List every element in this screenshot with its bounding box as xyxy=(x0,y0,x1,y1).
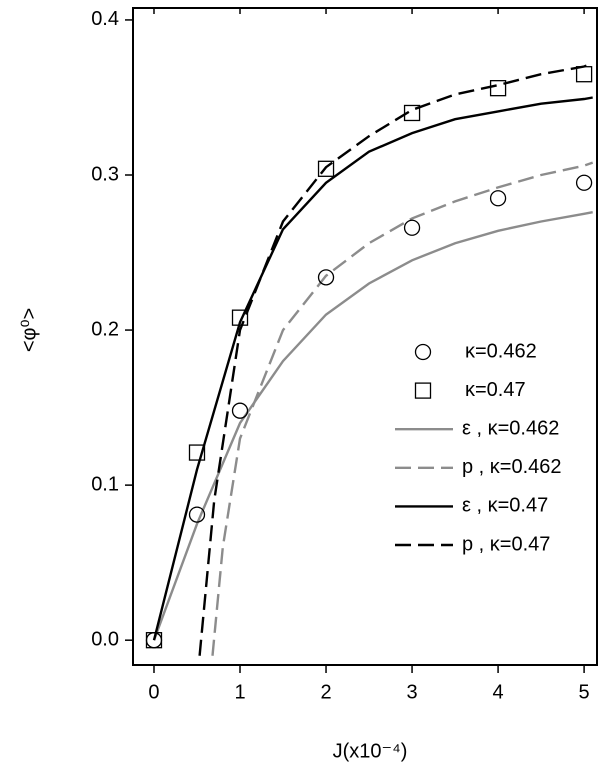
y-tick-label: 0.4 xyxy=(91,8,119,30)
square-marker xyxy=(145,632,163,649)
series-line xyxy=(198,62,594,656)
legend-label: κ=0.462 xyxy=(465,340,537,362)
y-tick-label: 0.1 xyxy=(91,473,119,495)
x-tick-label: 1 xyxy=(234,681,245,703)
series-line xyxy=(211,161,594,656)
y-tick-label: 0.3 xyxy=(91,163,119,185)
square-marker xyxy=(231,309,249,326)
x-tick-label: 0 xyxy=(148,681,159,703)
legend-label: ε , κ=0.462 xyxy=(462,417,559,439)
y-axis-label: <φ⁰> xyxy=(18,308,40,352)
x-axis-label: J(x10⁻⁴) xyxy=(333,740,408,762)
square-marker xyxy=(317,160,335,177)
legend-label: p , κ=0.47 xyxy=(462,533,550,555)
circle-marker xyxy=(188,506,206,523)
circle-marker xyxy=(575,174,593,191)
plot-area xyxy=(152,62,594,656)
legend-marker xyxy=(414,382,432,399)
square-marker xyxy=(489,80,507,97)
x-tick-label: 4 xyxy=(493,681,504,703)
x-tick-label: 3 xyxy=(406,681,417,703)
square-marker xyxy=(403,104,421,122)
x-tick-label: 5 xyxy=(579,681,590,703)
circle-marker xyxy=(231,402,249,419)
circle-marker xyxy=(489,190,507,207)
plot-frame xyxy=(132,7,598,666)
legend-marker xyxy=(414,343,432,361)
series-line xyxy=(152,96,593,641)
y-tick-label: 0.0 xyxy=(91,628,119,650)
legend-label: p , κ=0.462 xyxy=(462,456,562,478)
circle-marker xyxy=(317,269,335,286)
square-marker xyxy=(575,66,593,83)
y-tick-label: 0.2 xyxy=(91,318,119,340)
circle-marker xyxy=(403,219,421,236)
x-tick-label: 2 xyxy=(320,681,331,703)
legend-label: κ=0.47 xyxy=(465,379,526,401)
legend-label: ε , κ=0.47 xyxy=(462,495,548,517)
series-line xyxy=(152,211,593,641)
square-marker xyxy=(188,444,206,461)
